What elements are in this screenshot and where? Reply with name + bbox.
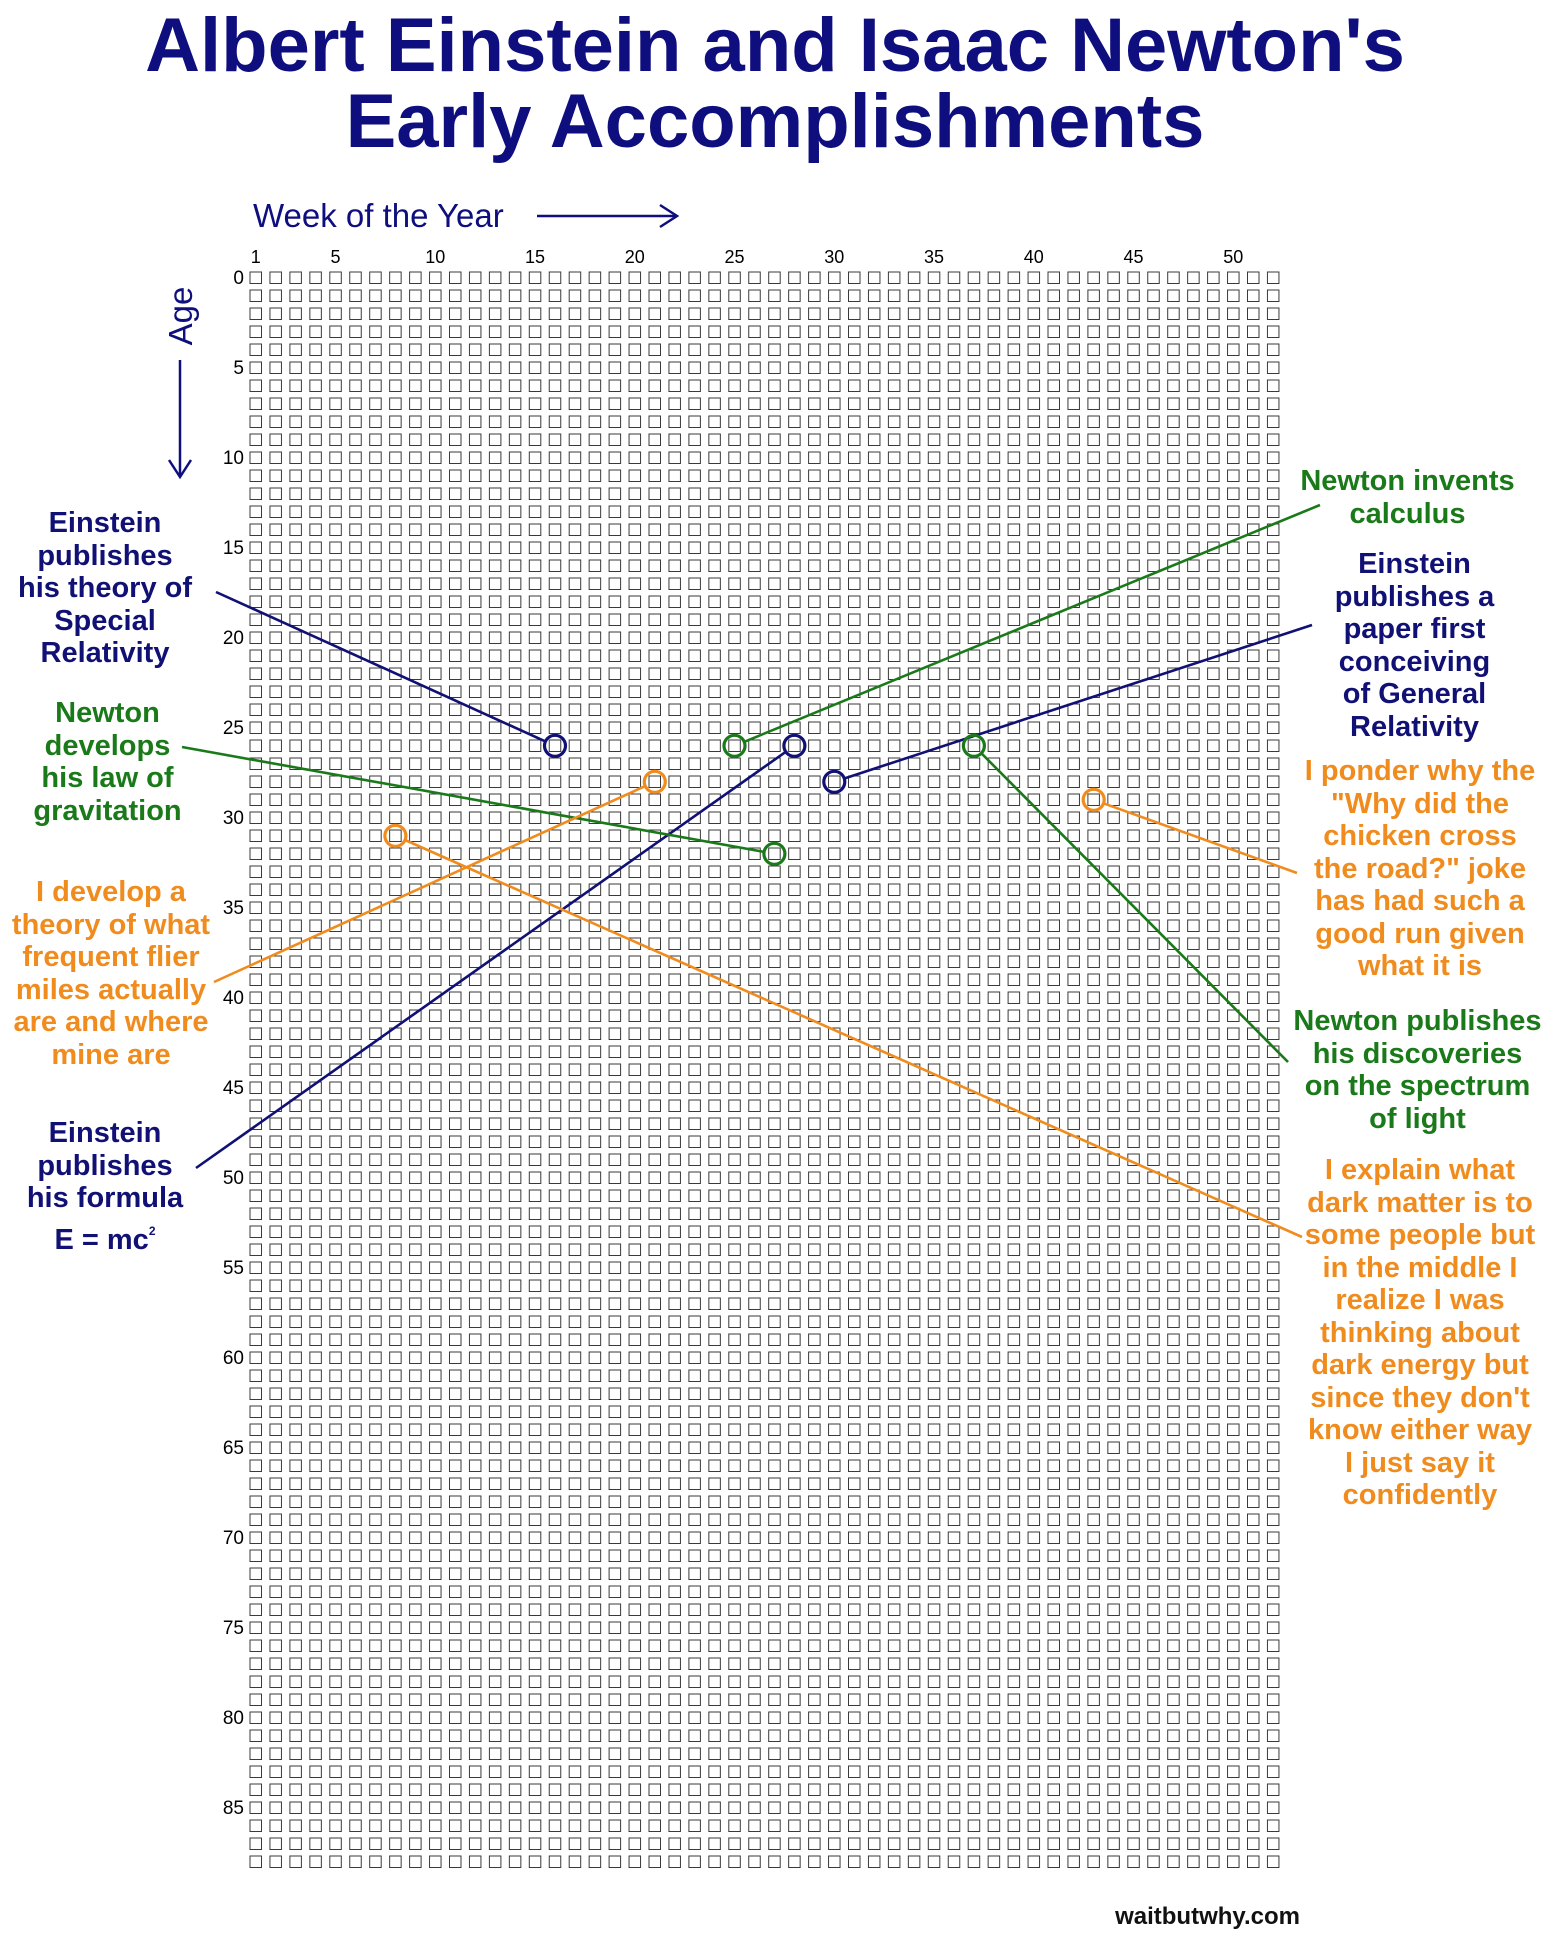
- x-axis-arrow: [537, 203, 680, 229]
- y-tick-label: 55: [223, 1258, 244, 1279]
- site-credit: waitbutwhy.com: [1115, 1903, 1300, 1930]
- x-tick-labels: 1 5 10 15 20 25 30 35 40 45 50: [251, 247, 1244, 267]
- leader-lines: [181, 503, 1321, 1239]
- annotation-newton-gravitation: Newton develops his law of gravitation: [33, 697, 182, 827]
- leader-line: [215, 590, 546, 743]
- week-squares: [249, 271, 1280, 1868]
- annotation-frequent-flier-miles: I develop a theory of what frequent flie…: [11, 876, 211, 1071]
- y-tick-label: 85: [223, 1798, 244, 1819]
- title-line-2: Early Accomplishments: [345, 79, 1205, 164]
- leader-line: [181, 745, 765, 854]
- y-tick-label: 15: [223, 538, 244, 559]
- leader-line: [195, 750, 787, 1170]
- y-tick-label: 5: [233, 358, 244, 379]
- y-tick-label: 60: [223, 1348, 244, 1369]
- formula-exponent: 2: [148, 1223, 156, 1238]
- y-tick-label: 75: [223, 1618, 244, 1639]
- y-tick-label: 30: [223, 808, 244, 829]
- leader-line: [980, 752, 1289, 1063]
- event-marker: [762, 841, 787, 866]
- y-tick-label: 50: [223, 1168, 244, 1189]
- annotation-newton-spectrum-of-light: Newton publishes his discoveries on the …: [1293, 1005, 1542, 1135]
- leader-line: [213, 784, 646, 984]
- annotation-einstein-special-relativity: Einstein publishes his theory of Special…: [17, 507, 192, 669]
- y-axis-arrow: [167, 360, 193, 480]
- event-marker: [383, 823, 408, 848]
- event-marker: [642, 769, 667, 794]
- x-tick-label: 45: [1124, 247, 1144, 267]
- y-tick-label: 25: [223, 718, 244, 739]
- x-tick-label: 40: [1024, 247, 1044, 267]
- y-axis-label: Age: [162, 287, 199, 346]
- x-tick-label: 10: [425, 247, 445, 267]
- x-tick-label: 35: [924, 247, 944, 267]
- title-line-1: Albert Einstein and Isaac Newton's: [145, 3, 1405, 88]
- y-tick-label: 35: [223, 898, 244, 919]
- weeks-grid: [249, 271, 1280, 1868]
- x-tick-label: 30: [824, 247, 844, 267]
- leader-line: [1103, 802, 1298, 875]
- event-markers: [383, 733, 1106, 866]
- page-title: Albert Einstein and Isaac Newton's Early…: [0, 8, 1550, 160]
- annotation-chicken-joke: I ponder why the "Why did the chicken cr…: [1304, 755, 1536, 982]
- y-tick-label: 70: [223, 1528, 244, 1549]
- x-axis-label: Week of the Year: [253, 197, 504, 234]
- formula-text: E = mc: [54, 1223, 149, 1256]
- y-tick-label: 65: [223, 1438, 244, 1459]
- y-tick-label: 10: [223, 448, 244, 469]
- leader-line: [743, 503, 1321, 744]
- annotation-einstein-general-relativity: Einstein publishes a paper first conceiv…: [1334, 548, 1495, 743]
- annotation-dark-matter: I explain what dark matter is to some pe…: [1304, 1154, 1536, 1511]
- x-tick-label: 1: [251, 247, 261, 267]
- annotation-einstein-emc2: Einstein publishes his formula E = mc2: [26, 1117, 184, 1256]
- x-tick-label: 25: [725, 247, 745, 267]
- y-tick-label: 40: [223, 988, 244, 1009]
- y-tick-label: 80: [223, 1708, 244, 1729]
- annotation-newton-calculus: Newton invents calculus: [1300, 465, 1515, 530]
- y-tick-label: 0: [233, 268, 244, 289]
- event-marker: [722, 733, 747, 758]
- x-tick-label: 15: [525, 247, 545, 267]
- event-marker: [1081, 787, 1106, 812]
- x-tick-label: 50: [1223, 247, 1243, 267]
- event-marker: [542, 733, 568, 758]
- event-marker: [782, 733, 807, 758]
- x-tick-label: 5: [331, 247, 341, 267]
- y-tick-label: 20: [223, 628, 244, 649]
- x-tick-label: 20: [625, 247, 645, 267]
- leader-line: [404, 838, 1303, 1239]
- leader-line: [843, 623, 1313, 780]
- axes: Week of the Year Age 1 5 10 15 20 25 30 35 40 45 5…: [162, 197, 1243, 1819]
- event-marker: [822, 769, 847, 794]
- event-marker: [961, 733, 987, 758]
- y-tick-label: 45: [223, 1078, 244, 1099]
- y-tick-labels: 0 5 10 15 20 25 30 35 40 45 50 55 60 65 70 75 80 85: [223, 268, 244, 1819]
